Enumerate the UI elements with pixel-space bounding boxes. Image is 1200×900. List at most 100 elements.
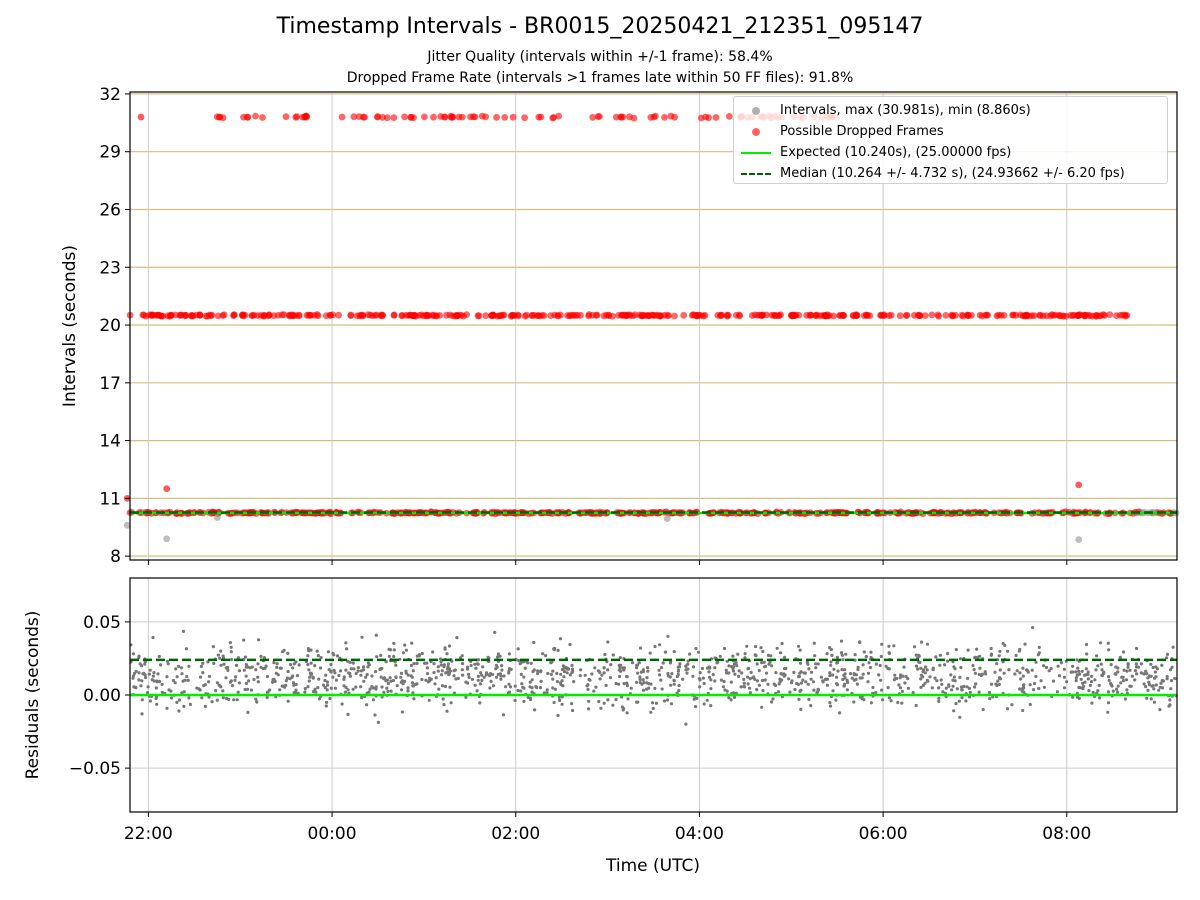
residual-point — [151, 635, 155, 640]
dropped-frame-point — [292, 113, 300, 121]
residual-point — [761, 689, 765, 693]
interval-point — [213, 514, 221, 521]
residual-point — [669, 683, 673, 687]
residual-point — [131, 676, 135, 680]
residual-point — [904, 674, 908, 679]
residual-point — [342, 675, 346, 679]
residual-point — [333, 686, 337, 690]
residual-point — [486, 655, 490, 660]
residual-point — [1074, 670, 1078, 674]
residual-point — [898, 686, 903, 690]
residual-point — [318, 666, 323, 670]
residual-point — [763, 664, 768, 669]
residual-point — [474, 666, 478, 670]
residual-point — [449, 701, 453, 705]
residual-point — [954, 702, 958, 706]
dropped-frame-point — [916, 312, 924, 320]
residual-point — [388, 648, 393, 652]
residual-point — [489, 679, 493, 684]
residual-point — [653, 686, 657, 691]
residual-point — [828, 671, 832, 675]
residual-point — [600, 673, 604, 677]
residual-point — [1084, 642, 1089, 647]
residual-point — [556, 648, 560, 653]
residual-point — [761, 649, 765, 654]
residual-point — [1106, 690, 1110, 694]
residual-point — [1088, 683, 1092, 688]
residual-point — [698, 685, 702, 689]
residual-point — [345, 647, 349, 651]
residual-point — [500, 668, 504, 672]
residual-point — [995, 683, 999, 688]
residual-point — [861, 663, 865, 667]
residual-point — [672, 682, 676, 686]
residual-point — [737, 669, 741, 673]
residual-point — [869, 650, 873, 654]
residual-point — [811, 680, 816, 684]
residual-point — [392, 641, 396, 646]
residual-point — [437, 687, 441, 691]
residual-point — [228, 641, 232, 645]
dropped-frame-point — [449, 113, 456, 121]
residual-point — [604, 683, 608, 688]
residual-point — [343, 690, 347, 694]
residual-point — [278, 688, 282, 692]
residual-point — [784, 666, 788, 671]
dropped-frame-point — [359, 312, 367, 320]
residual-point — [440, 673, 444, 677]
residual-point — [635, 700, 639, 704]
residual-point — [286, 699, 290, 703]
dropped-frame-point — [230, 311, 238, 319]
residual-point — [385, 678, 389, 682]
residual-point — [1086, 677, 1090, 681]
residual-point — [987, 690, 992, 695]
residual-point — [246, 687, 250, 691]
residual-point — [839, 639, 844, 643]
y-tick-label: 20 — [99, 316, 121, 336]
residual-point — [427, 676, 432, 681]
residual-point — [677, 689, 681, 693]
residual-point — [531, 670, 535, 674]
residual-point — [753, 677, 757, 682]
residual-point — [841, 658, 845, 662]
residual-point — [412, 662, 416, 666]
residual-point — [216, 653, 220, 657]
residual-point — [731, 665, 736, 669]
dropped-frame-point — [1028, 312, 1036, 320]
residual-point — [1100, 668, 1104, 672]
residual-point — [570, 667, 575, 671]
residual-point — [696, 650, 701, 654]
residual-point — [187, 696, 191, 700]
residual-point — [749, 670, 753, 675]
residual-point — [672, 679, 676, 683]
residual-point — [155, 702, 159, 706]
residual-point — [539, 669, 543, 673]
dropped-frame-point — [795, 311, 803, 319]
residual-point — [170, 696, 174, 700]
residual-point — [1074, 676, 1078, 680]
residual-point — [406, 686, 410, 690]
bottom-y-axis-label: Residuals (seconds) — [23, 611, 43, 780]
residual-point — [691, 665, 696, 669]
residual-point — [603, 652, 607, 657]
residual-point — [947, 683, 951, 687]
y-tick-label: 17 — [99, 374, 121, 394]
residual-point — [782, 672, 786, 676]
residual-point — [1122, 668, 1126, 672]
residual-point — [1147, 680, 1151, 684]
residual-point — [553, 646, 557, 651]
dropped-frame-point — [401, 113, 408, 121]
residual-point — [617, 668, 621, 672]
residual-point — [292, 691, 296, 695]
residual-point — [1047, 669, 1051, 673]
residual-point — [500, 664, 504, 668]
residual-point — [412, 697, 416, 701]
residual-point — [1021, 674, 1025, 678]
residual-point — [938, 653, 943, 657]
residual-point — [316, 654, 320, 658]
dropped-frame-point — [347, 312, 355, 319]
residual-point — [1160, 686, 1165, 690]
dropped-frame-point — [416, 312, 423, 319]
residual-point — [326, 650, 330, 654]
residual-point — [285, 676, 289, 680]
